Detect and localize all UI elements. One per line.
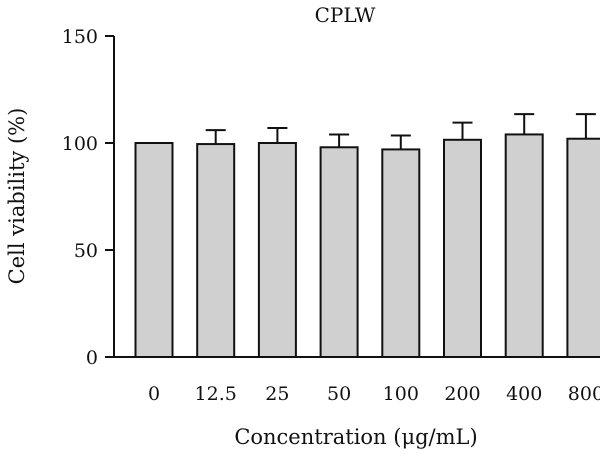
x-tick-label: 200 bbox=[444, 383, 480, 405]
x-tick-label: 12.5 bbox=[195, 383, 237, 405]
x-tick-label: 400 bbox=[506, 383, 542, 405]
bar-800 bbox=[566, 137, 600, 358]
x-axis-ticks: 0 12.5 25 50 100 200 400 800 bbox=[148, 383, 600, 405]
bar-25 bbox=[257, 142, 297, 358]
x-tick-label: 25 bbox=[265, 383, 289, 405]
bar-100 bbox=[381, 148, 421, 358]
y-tick-label: 150 bbox=[62, 26, 98, 48]
x-tick-label: 50 bbox=[327, 383, 351, 405]
y-tick-label: 100 bbox=[62, 133, 98, 155]
plot-area bbox=[134, 113, 600, 358]
y-tick-label: 0 bbox=[86, 347, 98, 369]
y-axis-ticks: 0 50 100 150 bbox=[62, 26, 114, 369]
x-tick-label: 800 bbox=[568, 383, 600, 405]
chart-title: CPLW bbox=[315, 3, 376, 27]
bar-200 bbox=[443, 138, 482, 358]
x-tick-label: 0 bbox=[148, 383, 160, 405]
bar-400 bbox=[504, 133, 544, 358]
bar-12.5 bbox=[196, 143, 236, 358]
y-axis-label: Cell viability (%) bbox=[5, 108, 29, 285]
bar-0 bbox=[134, 142, 174, 358]
x-tick-label: 100 bbox=[383, 383, 419, 405]
x-axis-label: Concentration (μg/mL) bbox=[234, 425, 477, 449]
y-tick-label: 50 bbox=[74, 240, 98, 262]
bar-50 bbox=[319, 146, 359, 358]
